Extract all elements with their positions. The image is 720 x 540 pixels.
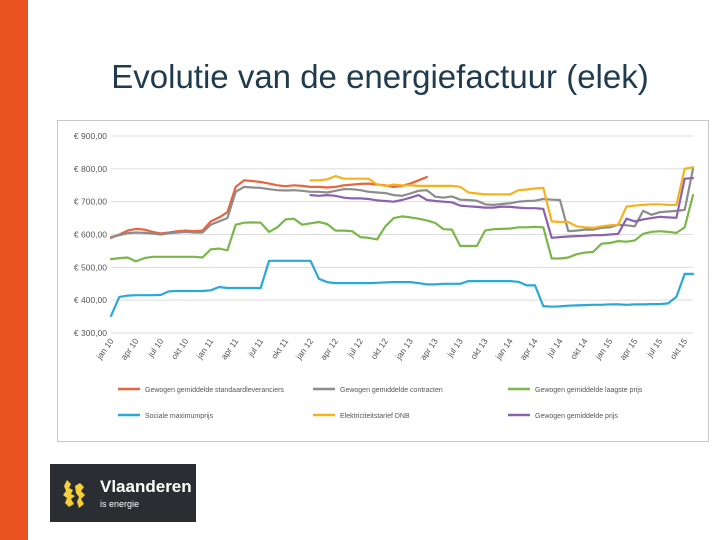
legend-label: Gewogen gemiddelde prijs: [535, 413, 618, 420]
x-tick-label: jan 15: [592, 336, 614, 362]
lion-icon: [63, 480, 85, 508]
x-tick-label: jul 14: [544, 336, 565, 359]
series-line: [309, 166, 695, 230]
x-tick-label: jan 12: [293, 336, 315, 362]
x-tick-label: jul 11: [245, 336, 265, 359]
legend-label: Gewogen gemiddelde standaardleveranciers: [145, 387, 284, 394]
x-tick-label: jan 14: [493, 336, 515, 362]
series-line: [109, 175, 428, 239]
y-tick-label: € 800,00: [74, 164, 107, 174]
x-tick-label: jul 13: [444, 336, 465, 359]
slide-title: Evolutie van de energiefactuur (elek): [111, 58, 649, 95]
chart-frame: € 900,00 € 800,00 € 700,00 € 600,00 € 500,00…: [57, 120, 709, 442]
legend-label: Sociale maximumprijs: [145, 413, 214, 420]
accent-bar: [0, 0, 28, 540]
y-tick-label: € 700,00: [74, 197, 107, 207]
x-tick-label: apr 10: [119, 336, 141, 362]
y-tick-label: € 600,00: [74, 230, 107, 240]
x-tick-label: okt 14: [568, 336, 590, 361]
series-line: [309, 176, 695, 239]
series-line: [109, 259, 695, 317]
line-chart: € 900,00 € 800,00 € 700,00 € 600,00 € 500,00…: [74, 131, 695, 420]
x-tick-label: apr 12: [318, 336, 340, 362]
series-line: [109, 193, 695, 263]
y-tick-label: € 300,00: [74, 328, 107, 338]
x-tick-label: jul 12: [345, 336, 366, 359]
legend-label: Elektriciteitstarief DNB: [340, 413, 410, 420]
logo-name: Vlaanderen: [100, 477, 192, 496]
x-tick-label: okt 11: [269, 336, 290, 360]
x-tick-label: okt 15: [668, 336, 690, 361]
x-tick-label: okt 13: [468, 336, 490, 361]
x-tick-label: jan 11: [194, 336, 216, 361]
x-tick-label: jul 15: [644, 336, 665, 359]
x-tick-label: jan 13: [393, 336, 415, 362]
x-tick-label: apr 14: [518, 336, 540, 362]
x-tick-label: apr 13: [418, 336, 440, 362]
logo-subtitle: is energie: [100, 499, 140, 509]
legend-label: Gewogen gemiddelde contracten: [340, 387, 443, 394]
x-tick-label: jan 10: [94, 336, 116, 362]
series-line: [109, 167, 695, 239]
x-tick-label: apr 11: [219, 336, 241, 361]
x-tick-label: jul 10: [145, 336, 166, 359]
y-tick-label: € 500,00: [74, 262, 107, 272]
y-tick-label: € 900,00: [74, 131, 107, 141]
x-tick-label: okt 12: [369, 336, 391, 361]
legend-label: Gewogen gemiddelde laagste prijs: [535, 387, 643, 394]
vlaanderen-logo: Vlaanderen is energie: [50, 464, 196, 522]
x-tick-label: okt 10: [169, 336, 191, 361]
x-tick-label: apr 15: [617, 336, 639, 362]
y-tick-label: € 400,00: [74, 295, 107, 305]
